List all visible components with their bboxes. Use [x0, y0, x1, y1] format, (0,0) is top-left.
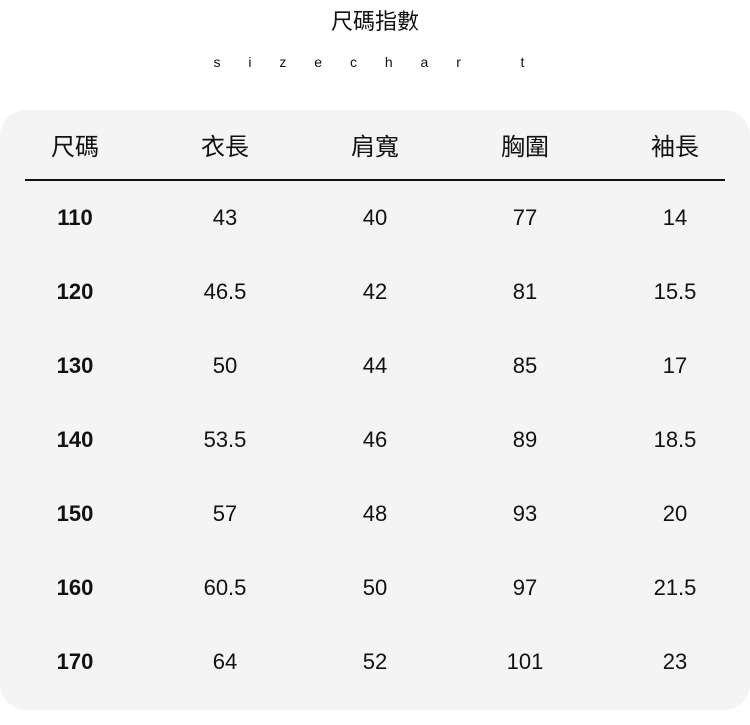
- measurement-cell: 18.5: [653, 427, 697, 452]
- column-header: 尺碼: [51, 133, 99, 161]
- measurement-cell: 50: [362, 575, 388, 600]
- column-header: 袖長: [651, 133, 699, 161]
- size-cell: 110: [57, 205, 93, 230]
- measurement-cell: 46: [362, 427, 388, 452]
- measurement-cell: 46.5: [203, 279, 247, 304]
- column-header: 肩寬: [351, 133, 399, 161]
- measurement-cell: 64: [212, 649, 238, 674]
- size-cell: 160: [56, 575, 94, 600]
- size-cell: 140: [56, 427, 94, 452]
- measurement-cell: 44: [362, 353, 388, 378]
- table-row: 160 60.5 50 97 21.5: [0, 573, 750, 603]
- measurement-cell: 60.5: [203, 575, 247, 600]
- table-row: 110 43 40 77 14: [0, 203, 750, 233]
- column-header: 胸圍: [501, 133, 549, 161]
- measurement-cell: 21.5: [653, 575, 697, 600]
- measurement-cell: 40: [362, 205, 388, 230]
- table-row: 130 50 44 85 17: [0, 351, 750, 381]
- size-cell: 150: [56, 501, 94, 526]
- measurement-cell: 101: [506, 649, 544, 674]
- measurement-cell: 97: [512, 575, 538, 600]
- measurement-cell: 77: [512, 205, 538, 230]
- measurement-cell: 81: [512, 279, 538, 304]
- header-divider: [25, 179, 725, 181]
- page-subtitle: s i z e c h a r t: [213, 54, 537, 70]
- size-cell: 170: [56, 649, 94, 674]
- size-cell: 130: [56, 353, 94, 378]
- measurement-cell: 15.5: [653, 279, 697, 304]
- table-row: 120 46.5 42 81 15.5: [0, 277, 750, 307]
- size-chart-table: 尺碼 衣長 肩寬 胸圍 袖長 110 43 40 77 14 120 46.5 42 81 15.5 130…: [0, 110, 750, 710]
- measurement-cell: 20: [662, 501, 688, 526]
- page-title: 尺碼指數: [330, 10, 419, 35]
- table-row: 140 53.5 46 89 18.5: [0, 425, 750, 455]
- column-header: 衣長: [201, 133, 249, 161]
- measurement-cell: 23: [662, 649, 688, 674]
- measurement-cell: 89: [512, 427, 538, 452]
- table-row: 150 57 48 93 20: [0, 499, 750, 529]
- measurement-cell: 85: [512, 353, 538, 378]
- size-cell: 120: [56, 279, 94, 304]
- measurement-cell: 14: [662, 205, 688, 230]
- measurement-cell: 17: [662, 353, 688, 378]
- measurement-cell: 50: [212, 353, 238, 378]
- measurement-cell: 53.5: [203, 427, 247, 452]
- measurement-cell: 43: [212, 205, 238, 230]
- measurement-cell: 48: [362, 501, 388, 526]
- measurement-cell: 93: [512, 501, 538, 526]
- table-header: 尺碼 衣長 肩寬 胸圍 袖長: [0, 132, 750, 162]
- measurement-cell: 52: [362, 649, 388, 674]
- measurement-cell: 57: [212, 501, 238, 526]
- measurement-cell: 42: [362, 279, 388, 304]
- table-row: 170 64 52 101 23: [0, 647, 750, 677]
